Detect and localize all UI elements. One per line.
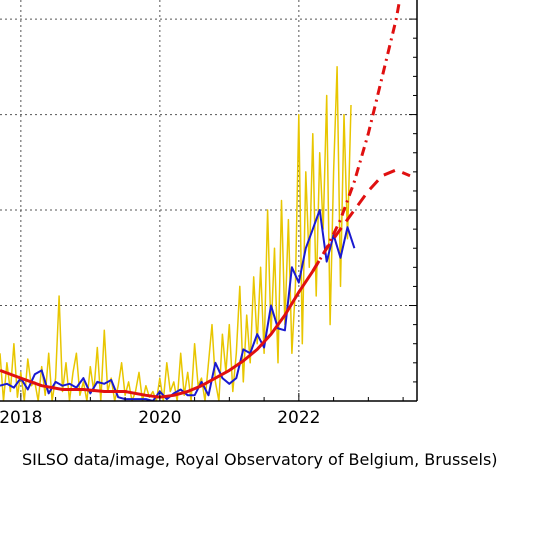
sunspot-chart: 2018 2020 2022 [0, 0, 418, 428]
series-layer [0, 0, 411, 401]
x-tick-label-2022: 2022 [277, 408, 320, 428]
x-tick-label-2018: 2018 [0, 408, 42, 428]
series-prediction-upper [311, 0, 402, 272]
axes [0, 0, 418, 402]
grid-lines [0, 0, 417, 401]
series-prediction-lower [311, 168, 411, 272]
x-tick-label-2020: 2020 [138, 408, 181, 428]
credit-caption: SILSO data/image, Royal Observatory of B… [22, 450, 498, 469]
series-smoothed [0, 270, 315, 399]
x-tick-labels: 2018 2020 2022 [0, 408, 320, 428]
series-monthly [0, 209, 356, 401]
